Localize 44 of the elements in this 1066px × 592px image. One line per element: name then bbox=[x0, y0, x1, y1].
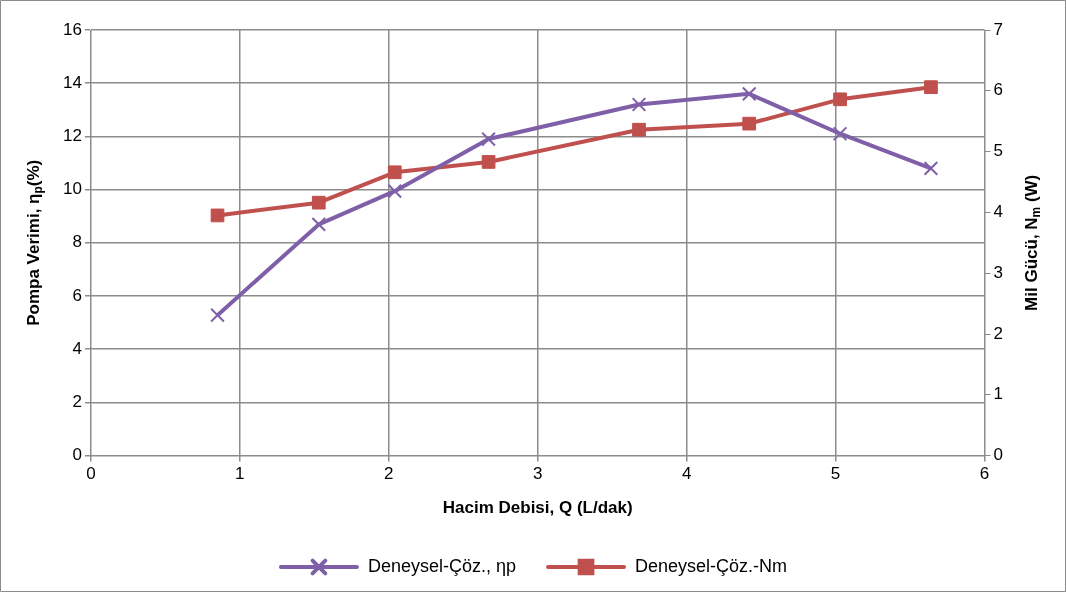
point bbox=[923, 160, 939, 176]
y-tick-label: 8 bbox=[72, 232, 82, 252]
point bbox=[742, 116, 757, 131]
y-tick-label: 12 bbox=[62, 126, 82, 146]
y-tick-label: 10 bbox=[62, 179, 82, 199]
y2-tick-label: 3 bbox=[993, 262, 1004, 282]
x-axis-title: Hacim Debisi, Q (L/dak) bbox=[442, 497, 633, 517]
point bbox=[387, 183, 403, 199]
y2-tick-label: 6 bbox=[993, 80, 1004, 100]
point bbox=[631, 97, 647, 112]
y2-axis-title: Mil Gücü, Nm (W) bbox=[1021, 174, 1044, 311]
point bbox=[924, 80, 938, 95]
y2-tick-label: 7 bbox=[993, 19, 1004, 39]
point bbox=[481, 155, 496, 169]
legend-label: Deneysel-Çöz., ηp bbox=[367, 555, 517, 576]
point bbox=[833, 92, 847, 107]
point bbox=[632, 122, 646, 137]
y2-tick-label: 2 bbox=[993, 323, 1004, 343]
x-tick-label: 2 bbox=[384, 464, 394, 484]
point bbox=[387, 165, 402, 180]
point bbox=[832, 126, 848, 142]
y2-tick-label: 1 bbox=[993, 384, 1004, 404]
y-tick-label: 16 bbox=[62, 19, 82, 39]
y-tick-label: 14 bbox=[62, 72, 82, 92]
point bbox=[311, 217, 327, 232]
y-tick-label: 4 bbox=[72, 338, 82, 358]
y2-tick-label: 5 bbox=[993, 141, 1004, 161]
y-tick-label: 6 bbox=[72, 285, 82, 305]
point bbox=[741, 86, 757, 102]
point bbox=[311, 195, 326, 210]
y-tick-label: 0 bbox=[72, 445, 82, 465]
x-tick-label: 1 bbox=[235, 464, 245, 484]
y2-tick-label: 0 bbox=[993, 445, 1004, 465]
point bbox=[210, 307, 225, 323]
x-tick-label: 6 bbox=[979, 464, 990, 484]
x-tick-label: 5 bbox=[830, 464, 841, 484]
x-tick-label: 0 bbox=[86, 464, 96, 484]
point bbox=[481, 131, 496, 147]
legend-label: Deneysel-Çöz.-Nm bbox=[635, 555, 788, 576]
x-tick-label: 3 bbox=[532, 464, 543, 484]
point bbox=[210, 208, 225, 223]
y2-tick-label: 4 bbox=[993, 202, 1004, 222]
y-tick-label: 2 bbox=[72, 392, 82, 412]
x-tick-label: 4 bbox=[681, 464, 692, 484]
